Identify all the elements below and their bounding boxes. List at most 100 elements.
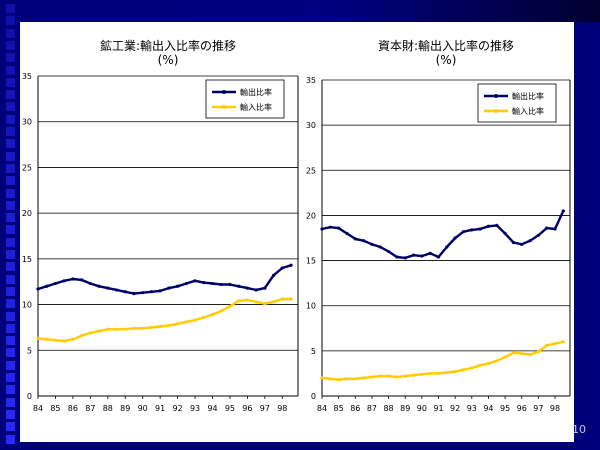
data-point [370,242,374,246]
x-tick-label: 95 [225,404,235,413]
strip-square [6,139,15,149]
x-tick-label: 85 [50,404,60,413]
data-point [263,286,267,290]
strip-square [6,102,15,112]
data-point [478,227,482,231]
strip-square [6,28,15,38]
y-tick-label: 25 [306,166,316,175]
data-point [271,300,276,304]
chart-subtitle: (%) [436,53,457,67]
chart-title: 資本財:輸出入比率の推移 [378,38,514,53]
data-point [80,334,84,338]
y-tick-label: 25 [22,163,32,172]
data-point [478,363,482,367]
strip-square [6,114,15,124]
data-point [436,255,441,259]
data-point [114,327,119,331]
data-point [553,342,557,346]
data-point [45,284,49,288]
y-tick-label: 15 [22,255,32,264]
data-point [210,313,215,317]
data-point [345,377,349,381]
x-tick-label: 95 [500,404,510,413]
legend-marker [494,109,498,113]
data-point [97,284,101,288]
data-point [503,231,507,236]
x-tick-label: 92 [450,404,460,413]
data-point [461,230,466,234]
data-point [470,366,474,370]
data-point [495,359,499,363]
data-point [245,298,249,302]
legend-marker [222,90,226,94]
data-point [520,242,524,246]
data-point [280,266,284,270]
data-point [561,209,565,213]
data-point [320,376,324,380]
data-point [175,322,180,326]
data-point [289,263,293,267]
data-point [486,224,491,228]
x-tick-label: 90 [417,404,427,413]
strip-square [6,385,15,395]
strip-square [6,225,15,235]
data-point [486,361,491,366]
strip-square [6,176,15,186]
strip-square [6,336,15,346]
data-point [320,227,324,231]
series-line [321,210,565,260]
strip-square [6,311,15,321]
data-point [141,326,145,330]
x-tick-label: 84 [33,404,43,413]
data-point [237,284,241,288]
x-tick-label: 90 [138,404,148,413]
page-number: 10 [572,423,586,436]
data-point [345,231,349,236]
data-point [337,378,341,382]
data-point [62,339,66,343]
data-point [536,233,540,237]
data-point [528,239,532,243]
data-point [403,374,407,378]
data-point [495,223,499,227]
x-tick-label: 93 [190,404,200,413]
strip-square [6,188,15,198]
data-point [245,286,249,290]
y-tick-label: 30 [306,121,316,130]
data-point [328,377,332,381]
slide-top-band [0,0,600,22]
data-point [45,337,49,341]
data-point [503,355,507,359]
strip-square [6,323,15,333]
legend-box [205,79,285,119]
data-point [411,253,416,257]
data-point [184,320,188,324]
data-point [175,284,180,288]
x-tick-label: 88 [103,404,113,413]
data-point [436,371,441,376]
data-point [36,336,40,340]
strip-square [6,151,15,161]
data-point [403,256,407,260]
x-tick-label: 91 [433,404,443,413]
data-point [528,352,532,357]
data-point [132,326,136,330]
data-point [228,304,232,308]
y-tick-label: 0 [311,392,316,401]
legend-label: 輸出比率 [512,91,544,101]
data-point [158,289,162,293]
data-point [470,228,474,232]
x-tick-label: 96 [517,404,527,413]
y-tick-label: 5 [311,347,316,356]
data-point [219,282,223,287]
data-point [445,370,449,375]
data-point [88,331,92,335]
x-tick-label: 96 [242,404,252,413]
data-point [193,318,197,322]
x-tick-label: 98 [277,404,287,413]
x-tick-label: 86 [68,404,78,413]
data-point [362,239,366,243]
series-line [321,340,564,381]
data-point [141,291,145,295]
x-tick-label: 86 [350,404,360,413]
